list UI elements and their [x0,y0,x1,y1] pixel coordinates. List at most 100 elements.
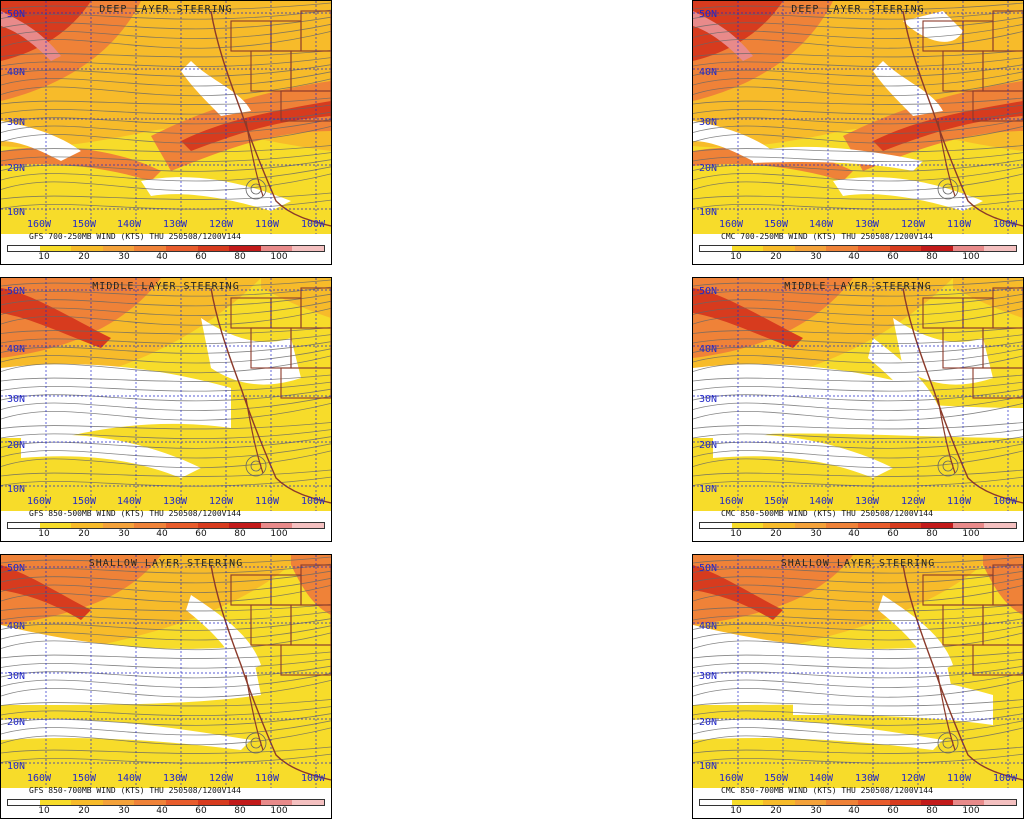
latitude-label: 20N [7,717,26,728]
colorbar-tick-label: 30 [810,529,822,539]
latitude-label: 40N [7,621,26,632]
longitude-label: 150W [763,496,789,507]
longitude-label: 130W [854,773,880,784]
colorbar-swatch [39,800,56,805]
colorbar-tick-label: 80 [926,806,938,816]
colorbar-swatch [715,523,732,528]
longitude-label: 150W [763,773,789,784]
colorbar-ticks: 10 20 30 40 60 80 100 [699,529,1015,541]
latitude-label: 50N [699,286,718,297]
longitude-label: 130W [162,773,188,784]
wind-map [1,278,331,511]
colorbar-swatch [810,246,827,251]
colorbar-swatch [731,523,748,528]
colorbar-swatch [763,523,779,528]
colorbar-tick-label: 80 [234,252,246,262]
panel-caption: CMC 850-700MB WIND (KTS) THU 250508/1200… [721,786,933,795]
colorbar-swatch [842,523,858,528]
colorbar-ticks: 10 20 30 40 60 80 100 [699,252,1015,264]
longitude-labels: 160W 150W 140W 130W 120W 110W 100W [718,773,1017,785]
colorbar-swatch [952,800,969,805]
colorbar-tick-label: 100 [962,806,980,816]
wind-speed-colorbar [7,799,325,806]
colorbar-tick-label: 40 [848,252,860,262]
colorbar-tick-label: 100 [962,252,980,262]
longitude-label: 120W [208,219,234,230]
colorbar-swatch [1000,800,1016,805]
colorbar-swatch [747,246,764,251]
colorbar-swatch [794,523,811,528]
colorbar-swatch [308,800,324,805]
longitude-label: 100W [992,773,1018,784]
longitude-label: 120W [208,773,234,784]
colorbar-swatch [889,800,906,805]
colorbar-swatch [857,246,874,251]
colorbar-swatch [873,246,890,251]
colorbar-swatch [810,523,827,528]
colorbar-swatch [794,800,811,805]
longitude-label: 160W [718,496,744,507]
latitude-label: 20N [7,440,26,451]
colorbar-swatch [213,800,230,805]
colorbar-swatch [936,246,953,251]
latitude-label: 40N [7,67,26,78]
gfs-shallow-panel: SHALLOW LAYER STEERING 50N 40N 30N 20N 10N 160… [0,554,332,819]
longitude-label: 140W [808,773,834,784]
colorbar-swatch [8,800,24,805]
colorbar-tick-label: 30 [118,806,130,816]
colorbar-swatch [921,523,937,528]
colorbar-swatch [778,800,795,805]
colorbar-tick-label: 20 [78,252,90,262]
colorbar-swatch [731,246,748,251]
colorbar-swatch [244,800,261,805]
colorbar-swatch [700,523,716,528]
colorbar-swatch [857,523,874,528]
colorbar-swatch [810,800,827,805]
longitude-label: 150W [71,773,97,784]
latitude-label: 50N [7,9,26,20]
longitude-label: 120W [900,219,926,230]
panel-title: SHALLOW LAYER STEERING [780,558,936,569]
panel-caption: GFS 700-250MB WIND (KTS) THU 250508/1200… [29,232,241,241]
colorbar-swatch [276,523,293,528]
panel-title: MIDDLE LAYER STEERING [784,281,932,292]
colorbar-swatch [118,523,135,528]
colorbar-swatch [968,523,985,528]
colorbar-swatch [102,246,119,251]
colorbar-swatch [181,800,198,805]
colorbar-tick-label: 80 [926,252,938,262]
longitude-label: 160W [718,773,744,784]
colorbar-tick-label: 20 [770,806,782,816]
colorbar-swatch [889,523,906,528]
colorbar-tick-label: 10 [38,252,50,262]
colorbar-swatch [747,523,764,528]
wind-map [693,1,1023,234]
colorbar-swatch [71,800,87,805]
colorbar-ticks: 10 20 30 40 60 80 100 [7,252,323,264]
colorbar-swatch [181,523,198,528]
colorbar-tick-label: 20 [78,806,90,816]
colorbar-tick-label: 40 [156,529,168,539]
colorbar-tick-label: 60 [887,806,899,816]
longitude-label: 130W [162,219,188,230]
latitude-label: 20N [699,440,718,451]
colorbar-swatch [197,246,214,251]
longitude-label: 150W [71,496,97,507]
colorbar-swatch [165,246,182,251]
longitude-label: 110W [946,773,972,784]
cmc-shallow-panel: SHALLOW LAYER STEERING 50N 40N 30N 20N 10N 160… [692,554,1024,819]
colorbar-tick-label: 10 [730,529,742,539]
panel-caption: GFS 850-700MB WIND (KTS) THU 250508/1200… [29,786,241,795]
longitude-label: 100W [300,219,326,230]
colorbar-swatch [55,523,72,528]
colorbar-swatch [276,800,293,805]
colorbar-swatch [731,800,748,805]
longitude-label: 160W [718,219,744,230]
colorbar-swatch [936,800,953,805]
colorbar-swatch [165,800,182,805]
colorbar-swatch [244,246,261,251]
colorbar-swatch [8,246,24,251]
colorbar-tick-label: 30 [810,806,822,816]
longitude-label: 160W [26,773,52,784]
colorbar-swatch [8,523,24,528]
